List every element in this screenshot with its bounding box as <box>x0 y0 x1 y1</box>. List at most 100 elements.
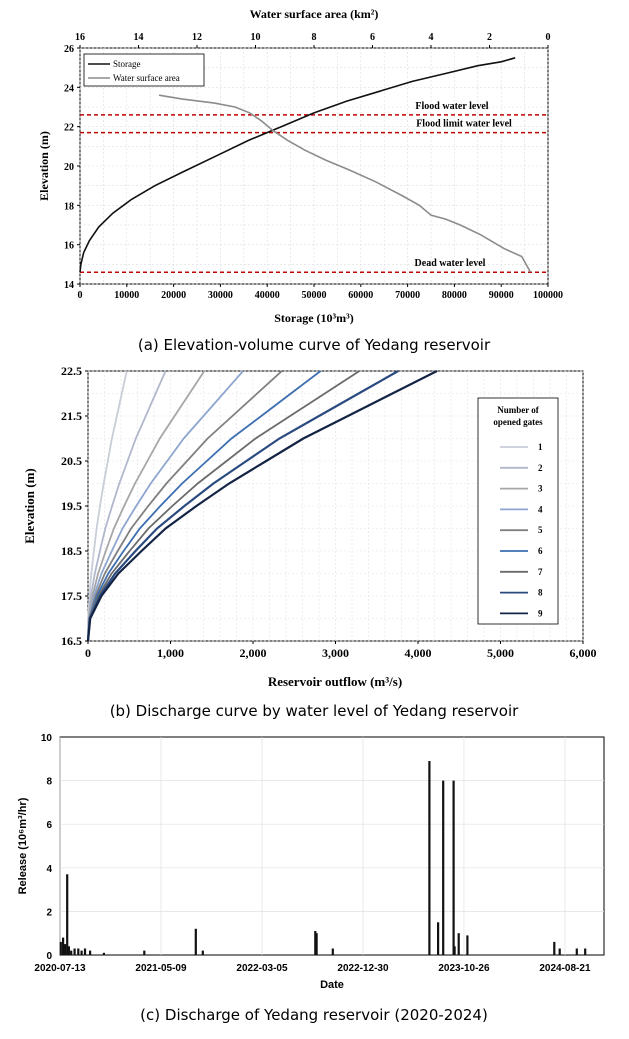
release-bar <box>62 937 65 955</box>
y-tick-label: 19.5 <box>61 499 82 513</box>
legend-label-gates-7: 7 <box>538 567 543 577</box>
gates-3-line <box>87 370 206 642</box>
grid-c <box>59 737 604 955</box>
ticks-b: 0 1,000 2,000 3,000 4,000 5,000 6,000 16.5 17.5 1… <box>61 364 597 660</box>
x-tick-label: 90000 <box>489 290 514 301</box>
release-bar <box>194 928 197 955</box>
y-tick-label: 16.5 <box>61 634 82 648</box>
x2-tick-label: 4 <box>429 32 434 43</box>
legend-title-b-line1: Number of <box>497 405 540 415</box>
discharge-curve-chart: 0 1,000 2,000 3,000 4,000 5,000 6,000 16.5 17.5 1… <box>22 364 597 720</box>
plot-area-c <box>59 736 605 956</box>
release-bar <box>83 948 87 955</box>
legend-label-wsa: Water surface area <box>113 73 180 83</box>
x2-tick-label: 8 <box>312 32 317 43</box>
gates-6-line <box>87 370 322 642</box>
release-bar <box>66 874 69 955</box>
release-bar <box>331 948 334 955</box>
y-tick-label: 22 <box>64 123 74 134</box>
gates-5-line <box>87 370 283 642</box>
x2-tick-label: 12 <box>192 32 202 43</box>
release-bar <box>453 946 456 955</box>
gates-7-line <box>87 370 360 642</box>
x-tick-label: 2,000 <box>240 646 267 660</box>
reference-line-label: Flood water level <box>415 101 488 112</box>
x-tick-label: 50000 <box>302 290 327 301</box>
x-tick-label: 20000 <box>161 290 186 301</box>
x2-tick-label: 2 <box>487 32 492 43</box>
release-bar <box>64 944 67 955</box>
y-tick-label: 26 <box>64 44 74 55</box>
legend-label-gates-1: 1 <box>538 442 543 452</box>
gates-8-line <box>86 370 399 642</box>
release-bar <box>73 948 76 955</box>
y-tick-label: 22.5 <box>61 364 82 378</box>
x-tick-label: 0 <box>85 646 91 660</box>
legend-box-a <box>83 53 205 87</box>
release-bar <box>442 780 445 955</box>
y-tick-label: 17.5 <box>61 589 82 603</box>
reference-line-label: Dead water level <box>415 258 486 269</box>
x-tick-label: 100000 <box>533 290 563 301</box>
y-axis-label-c: Release (10⁶m³/hr) <box>17 797 29 894</box>
legend-box-b <box>477 397 559 625</box>
caption-a: (a) Elevation-volume curve of Yedang res… <box>138 336 491 354</box>
legend-label-gates-2: 2 <box>538 463 543 473</box>
release-bar <box>314 931 317 955</box>
gates-9-line <box>86 370 438 642</box>
release-bar <box>77 948 80 955</box>
x2-tick-label: 16 <box>75 32 85 43</box>
legend-label-gates-3: 3 <box>538 484 543 494</box>
y-axis-label-a: Elevation (m) <box>37 131 51 201</box>
release-bar <box>584 948 587 955</box>
x2-tick-label: 6 <box>370 32 375 43</box>
series-a <box>79 57 532 273</box>
ticks-a: 0 10000 20000 30000 40000 50000 60000 70000 8000… <box>64 32 563 301</box>
y-tick-label: 0 <box>46 951 52 962</box>
y-tick-label: 8 <box>46 777 52 788</box>
legend-label-storage: Storage <box>113 59 141 69</box>
x-tick-label: 2020-07-13 <box>34 963 86 974</box>
x2-tick-label: 14 <box>134 32 144 43</box>
y-tick-label: 20 <box>64 162 74 173</box>
release-bar <box>437 922 440 955</box>
x-tick-label: 2024-08-21 <box>539 963 591 974</box>
x-tick-label: 10000 <box>114 290 139 301</box>
reference-lines-a: Flood water level Flood limit water level… <box>80 101 548 273</box>
legend-label-gates-8: 8 <box>538 588 543 598</box>
x2-axis-label-a: Water surface area (km²) <box>250 7 379 21</box>
x-tick-label: 1,000 <box>157 646 184 660</box>
legend-a: Storage Water surface area <box>83 53 205 87</box>
x-tick-label: 80000 <box>442 290 467 301</box>
x-tick-label: 3,000 <box>322 646 349 660</box>
release-bar <box>70 950 73 955</box>
legend-label-gates-4: 4 <box>538 504 543 514</box>
x-tick-label: 0 <box>78 290 83 301</box>
release-bar <box>457 933 460 955</box>
x-tick-label: 4,000 <box>405 646 432 660</box>
x-tick-label: 2023-10-26 <box>438 963 490 974</box>
y-tick-label: 18.5 <box>61 544 82 558</box>
y-tick-label: 21.5 <box>61 409 82 423</box>
gates-2-line <box>87 370 167 642</box>
x-tick-label: 2022-03-05 <box>236 963 288 974</box>
x-tick-label: 2021-05-09 <box>135 963 187 974</box>
release-bar <box>80 950 83 955</box>
release-bar <box>102 952 105 955</box>
x-tick-label: 60000 <box>348 290 373 301</box>
elevation-volume-chart: Flood water level Flood limit water level… <box>37 7 563 354</box>
x-axis-label-b: Reservoir outflow (m³/s) <box>268 674 402 689</box>
legend-b: Number of opened gates 1 2 3 4 5 6 7 8 9 <box>477 397 559 625</box>
x-tick-label: 5,000 <box>487 646 514 660</box>
x-tick-label: 2022-12-30 <box>337 963 389 974</box>
x-tick-label: 70000 <box>395 290 420 301</box>
release-bar <box>201 950 204 955</box>
y-tick-label: 20.5 <box>61 454 82 468</box>
legend-label-gates-6: 6 <box>538 546 543 556</box>
gates-1-line <box>87 370 128 642</box>
release-bar <box>558 948 561 955</box>
caption-b: (b) Discharge curve by water level of Ye… <box>110 702 519 720</box>
x2-tick-label: 0 <box>546 32 551 43</box>
release-bar <box>89 950 92 955</box>
